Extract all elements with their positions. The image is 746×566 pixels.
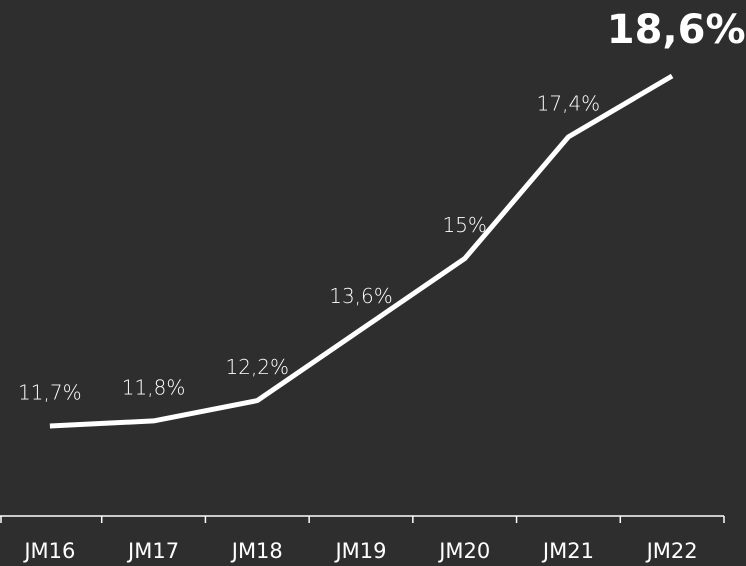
x-tick-label: JM19: [333, 539, 386, 563]
data-label: 18,6%: [607, 7, 746, 53]
data-label: 17,4%: [537, 91, 601, 115]
x-tick-label: JM20: [437, 539, 490, 563]
x-tick-label: JM17: [126, 539, 179, 563]
data-label: 11,7%: [18, 381, 82, 405]
x-tick-label: JM21: [541, 539, 594, 563]
data-label: 11,8%: [122, 375, 186, 399]
x-tick-label: JM22: [645, 539, 698, 563]
data-label: 15%: [442, 213, 486, 237]
x-tick-label: JM18: [230, 539, 283, 563]
data-label: 12,2%: [226, 355, 290, 379]
data-label: 13,6%: [329, 284, 393, 308]
line-series: [49, 73, 674, 429]
x-tick-label: JM16: [22, 539, 75, 563]
